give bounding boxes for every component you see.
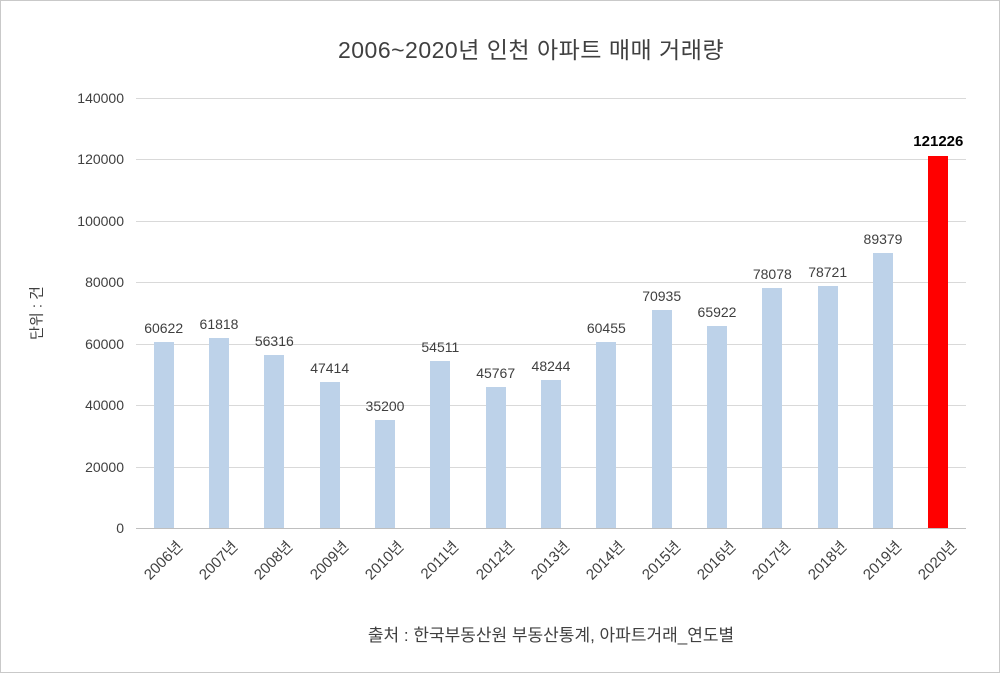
bar-value-label: 54511 xyxy=(421,338,460,355)
x-axis-tick-label: 2011년 xyxy=(417,538,463,583)
gridline xyxy=(136,98,966,99)
bar-2012년 xyxy=(485,387,506,528)
bar-2019년 xyxy=(873,253,893,528)
bar-2018년 xyxy=(817,286,838,528)
bar-2009년 xyxy=(319,382,340,528)
bar-value-label: 61818 xyxy=(199,316,239,333)
bar-value-label: 45767 xyxy=(476,365,516,382)
y-axis-tick-label: 0 xyxy=(116,520,124,536)
bar-2016년 xyxy=(707,325,727,528)
bar-value-label: 78721 xyxy=(808,264,848,281)
y-axis-tick-label: 80000 xyxy=(85,274,124,291)
bar-value-label: 121226 xyxy=(913,132,964,150)
bar-2010년 xyxy=(375,419,395,528)
x-axis-tick-label: 2006년 xyxy=(140,538,186,584)
x-axis-tick-label: 2015년 xyxy=(638,538,684,584)
bar-value-label: 56316 xyxy=(254,333,294,350)
bar-value-label: 89379 xyxy=(863,231,903,248)
bar-value-label: 48244 xyxy=(531,357,571,374)
x-axis-tick-label: 2007년 xyxy=(195,538,242,584)
x-axis-tick-label: 2018년 xyxy=(804,538,850,584)
bar-value-label: 60622 xyxy=(144,319,184,336)
source-caption: 출처 : 한국부동산원 부동산통계, 아파트거래_연도별 xyxy=(367,626,735,645)
y-axis-tick-label: 40000 xyxy=(85,397,124,414)
bar-2020년 xyxy=(928,155,949,528)
x-axis-tick-label: 2019년 xyxy=(859,538,906,584)
x-axis-tick-label: 2012년 xyxy=(472,538,518,584)
bar-value-label: 60455 xyxy=(586,320,626,337)
bar-value-label: 47414 xyxy=(310,360,350,377)
gridline xyxy=(136,159,966,161)
gridline xyxy=(136,528,966,529)
bar-2015년 xyxy=(651,310,672,528)
y-axis-tick-label: 120000 xyxy=(77,151,124,168)
x-axis-tick-label: 2010년 xyxy=(361,538,408,584)
y-axis-tick-label: 60000 xyxy=(85,335,124,352)
x-axis-tick-label: 2017년 xyxy=(749,538,795,584)
bar-value-label: 78078 xyxy=(752,266,792,283)
bar-2013년 xyxy=(541,379,561,528)
y-axis-tick-label: 140000 xyxy=(77,90,124,106)
chart-title: 2006~2020년 인천 아파트 매매 거래량 xyxy=(337,37,725,63)
y-axis-title: 단위 : 건 xyxy=(28,286,46,340)
bar-2006년 xyxy=(153,341,174,528)
bar-2007년 xyxy=(209,338,229,528)
x-axis-tick-label: 2008년 xyxy=(251,538,297,584)
bar-2011년 xyxy=(430,360,451,528)
x-axis-tick-label: 2014년 xyxy=(583,538,629,584)
bar-2014년 xyxy=(596,342,617,528)
y-axis-tick-label: 20000 xyxy=(85,458,124,475)
x-axis-tick-label: 2009년 xyxy=(306,538,352,584)
gridline xyxy=(136,220,966,222)
x-axis-tick-label: 2020년 xyxy=(915,538,961,584)
bar-2017년 xyxy=(762,288,783,528)
x-axis-tick-label: 2016년 xyxy=(693,538,740,584)
gridline xyxy=(136,343,966,345)
gridline xyxy=(136,282,966,284)
bar-2008년 xyxy=(264,355,285,528)
plot-area: 단위 : 건 0 20000 40000 60000 80000 100000 120000… xyxy=(29,90,966,583)
bar-value-label: 65922 xyxy=(697,303,737,320)
bar-value-label: 70935 xyxy=(642,288,682,305)
bar-value-label: 35200 xyxy=(365,397,405,414)
y-axis-tick-label: 100000 xyxy=(77,212,124,229)
x-axis-tick-label: 2013년 xyxy=(527,538,574,584)
